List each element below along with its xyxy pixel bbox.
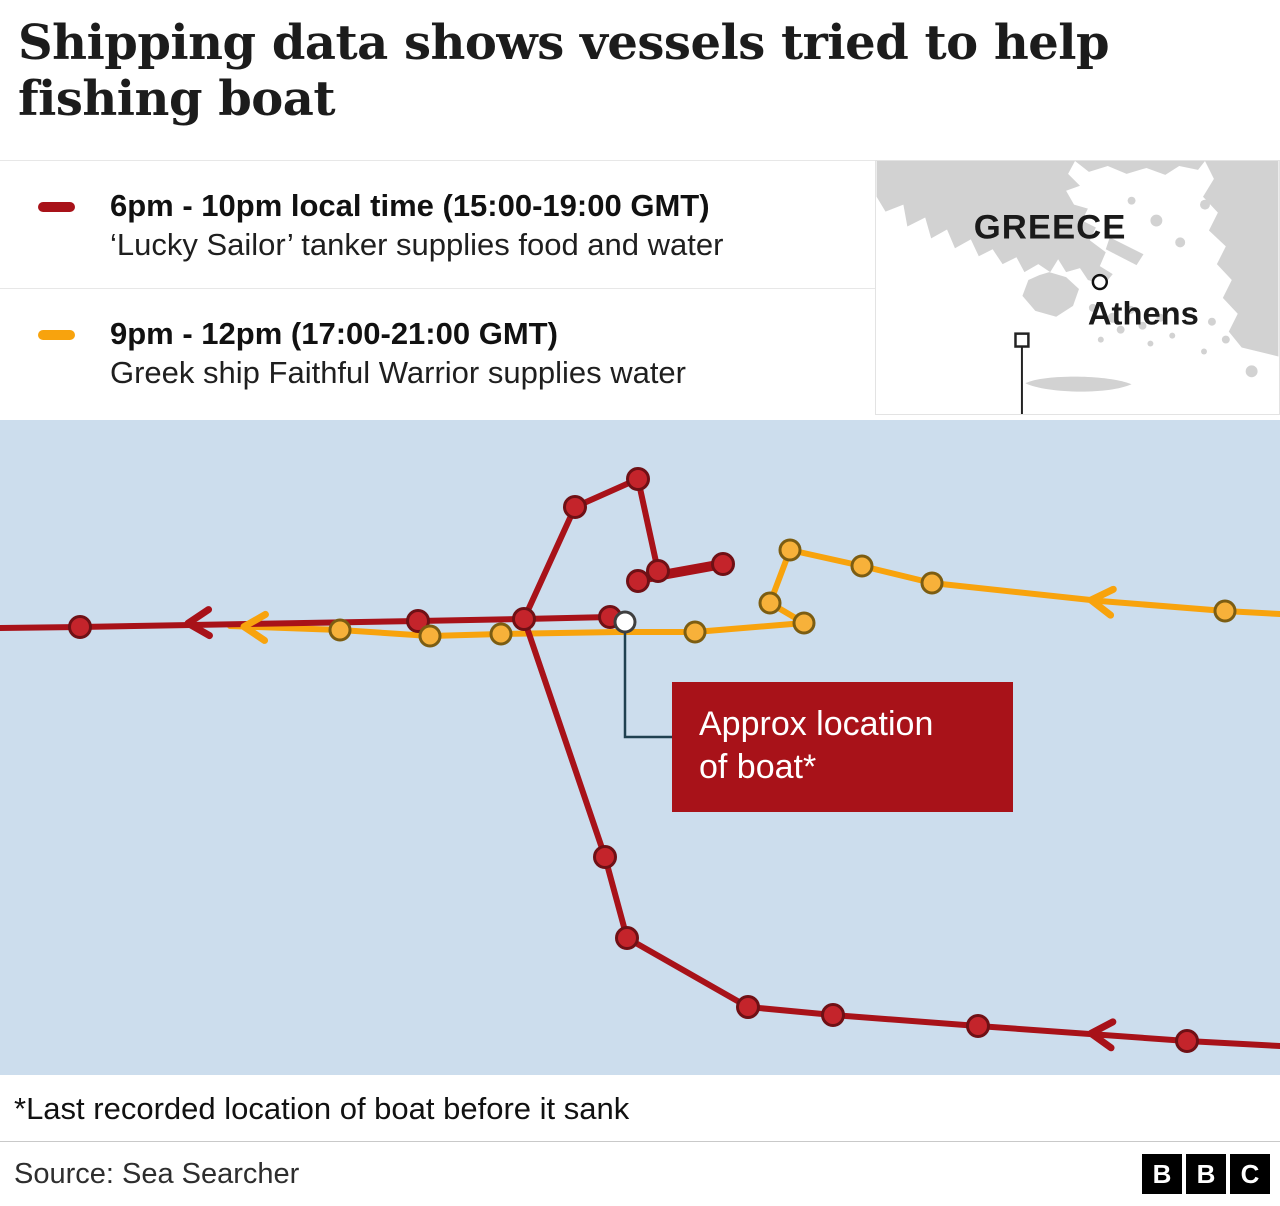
inset-map: GREECE Athens (875, 160, 1280, 415)
vessel-track-map: Approx location of boat* (0, 420, 1280, 1075)
track-position-dot (683, 620, 707, 644)
track-position-dot (646, 559, 670, 583)
bbc-logo-letter-c: C (1230, 1154, 1270, 1194)
source-label: Source: Sea Searcher (14, 1157, 300, 1190)
peloponnese (1022, 272, 1079, 317)
footnote: *Last recorded location of boat before i… (14, 1091, 630, 1126)
aegean-islands (1088, 196, 1258, 378)
vessel-track-svg (0, 467, 1280, 1053)
bbc-logo-letter-b2: B (1186, 1154, 1226, 1194)
track-position-dot (615, 926, 639, 950)
greece-mainland (876, 161, 1113, 286)
track-position-dot (711, 552, 735, 576)
track-position-dot (593, 845, 617, 869)
track-position-dot (736, 995, 760, 1019)
legend-desc-lucky-sailor: ‘Lucky Sailor’ tanker supplies food and … (110, 227, 724, 263)
track-position-dot (512, 607, 536, 631)
direction-arrow-icon (1087, 585, 1117, 619)
boat-location-marker (613, 610, 637, 634)
track-position-dot (920, 571, 944, 595)
thrace-land (1075, 161, 1205, 175)
orange-track-swatch-icon (38, 330, 75, 340)
track-position-dot (68, 615, 92, 639)
track-position-dot (1175, 1029, 1199, 1053)
track-position-dot (1213, 599, 1237, 623)
athens-marker (1091, 273, 1109, 291)
page-title: Shipping data shows vessels tried to hel… (18, 15, 1110, 127)
track-position-dot (792, 611, 816, 635)
greece-label: GREECE (974, 208, 1127, 246)
track-position-dot (626, 569, 650, 593)
legend-item-faithful-warrior: 9pm - 12pm (17:00-21:00 GMT) Greek ship … (0, 288, 875, 415)
boat-location-callout: Approx location of boat* (672, 682, 1013, 812)
red-track-swatch-icon (38, 202, 75, 212)
source-bar: Source: Sea Searcher B B C (0, 1141, 1280, 1206)
legend-time-faithful-warrior: 9pm - 12pm (17:00-21:00 GMT) (110, 316, 558, 351)
bbc-logo: B B C (1142, 1154, 1270, 1194)
legend: 6pm - 10pm local time (15:00-19:00 GMT) … (0, 160, 875, 415)
track-position-dot (418, 624, 442, 648)
map-area-marker (1014, 332, 1030, 348)
track-position-dot (821, 1003, 845, 1027)
legend-desc-faithful-warrior: Greek ship Faithful Warrior supplies wat… (110, 355, 686, 391)
athens-label: Athens (1088, 295, 1199, 332)
euboea-island (1105, 237, 1144, 266)
header: Shipping data shows vessels tried to hel… (0, 0, 1280, 160)
track-position-dot (563, 495, 587, 519)
track-position-dot (758, 591, 782, 615)
direction-arrow-icon (240, 610, 269, 644)
turkey-coast (1203, 161, 1279, 357)
inset-map-svg: GREECE Athens (876, 161, 1279, 414)
crete-island (1025, 376, 1132, 392)
track-position-dot (778, 538, 802, 562)
track-position-dot (489, 622, 513, 646)
track-position-dot (328, 618, 352, 642)
direction-arrow-icon (1087, 1018, 1117, 1052)
vessel-track-line (521, 476, 1280, 1049)
legend-item-lucky-sailor: 6pm - 10pm local time (15:00-19:00 GMT) … (0, 160, 875, 288)
vessel-track-line (227, 547, 1280, 639)
legend-and-inset: 6pm - 10pm local time (15:00-19:00 GMT) … (0, 160, 1280, 415)
direction-arrow-icon (184, 606, 213, 640)
bbc-logo-letter-b1: B (1142, 1154, 1182, 1194)
track-position-dot (850, 554, 874, 578)
legend-time-lucky-sailor: 6pm - 10pm local time (15:00-19:00 GMT) (110, 188, 710, 223)
callout-leader-line (623, 630, 674, 739)
track-position-dot (626, 467, 650, 491)
track-position-dot (966, 1014, 990, 1038)
track-position-dot (406, 609, 430, 633)
